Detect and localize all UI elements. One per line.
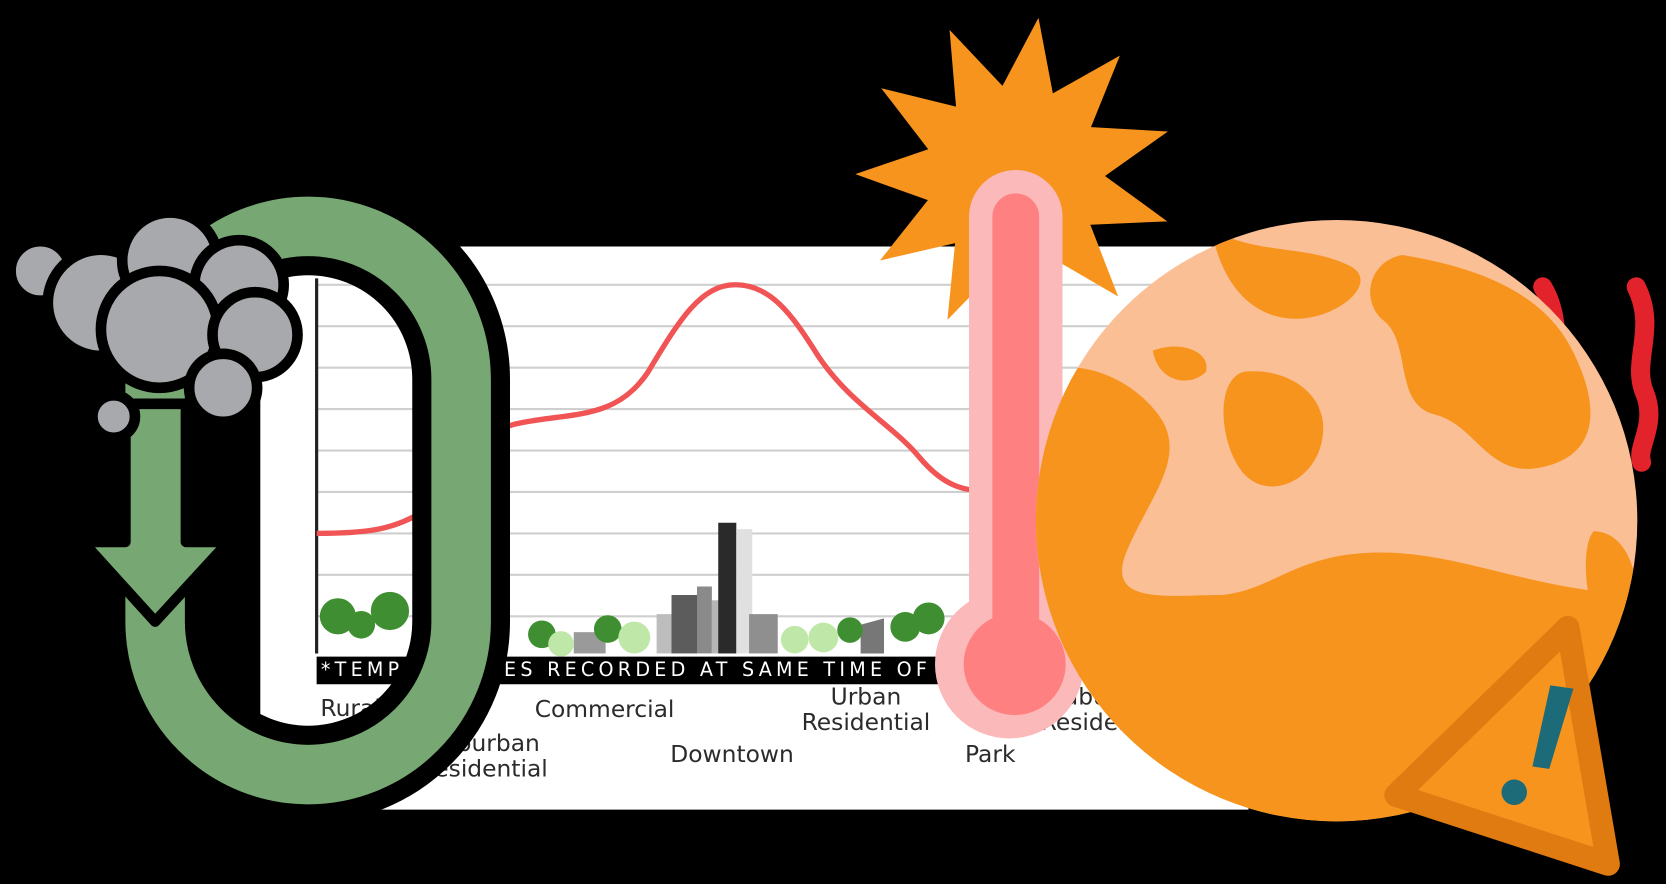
shape	[749, 614, 778, 654]
shape	[1223, 371, 1324, 487]
shape	[618, 621, 651, 654]
y-axis-label: TEMPERATURE	[258, 289, 307, 637]
shape	[718, 522, 737, 654]
shape	[1370, 255, 1591, 469]
shape	[319, 591, 945, 649]
shape	[548, 621, 839, 657]
shape	[593, 615, 622, 643]
shape	[77, 398, 234, 627]
shape	[992, 193, 1040, 683]
zone-label: Urban	[831, 682, 902, 710]
shape	[1532, 685, 1574, 769]
zone-label: Commercial	[535, 695, 675, 723]
shape	[963, 613, 1066, 716]
shape	[912, 602, 945, 635]
shape	[319, 598, 356, 635]
shape	[808, 622, 839, 653]
cycle-icon	[77, 177, 510, 824]
shape	[370, 591, 410, 631]
zone-label: Downtown	[670, 740, 794, 768]
shape	[780, 625, 809, 654]
shape	[697, 586, 712, 654]
shape	[1211, 228, 1361, 319]
shape	[1501, 779, 1527, 806]
shape	[860, 618, 884, 654]
shape	[736, 529, 753, 654]
shape	[573, 522, 884, 654]
shape	[548, 631, 574, 657]
shape	[1626, 277, 1659, 472]
shape	[347, 610, 376, 639]
zone-label: Residential	[802, 708, 931, 736]
shape	[837, 617, 863, 643]
warning-icon	[1384, 615, 1620, 876]
shape	[890, 612, 921, 642]
shape	[656, 614, 674, 654]
zone-label: Park	[965, 740, 1016, 768]
shape	[1585, 531, 1638, 617]
shape	[1152, 346, 1207, 381]
shape	[87, 389, 141, 444]
shape	[183, 348, 263, 428]
shape	[671, 595, 697, 654]
cloud-icon	[5, 207, 303, 444]
